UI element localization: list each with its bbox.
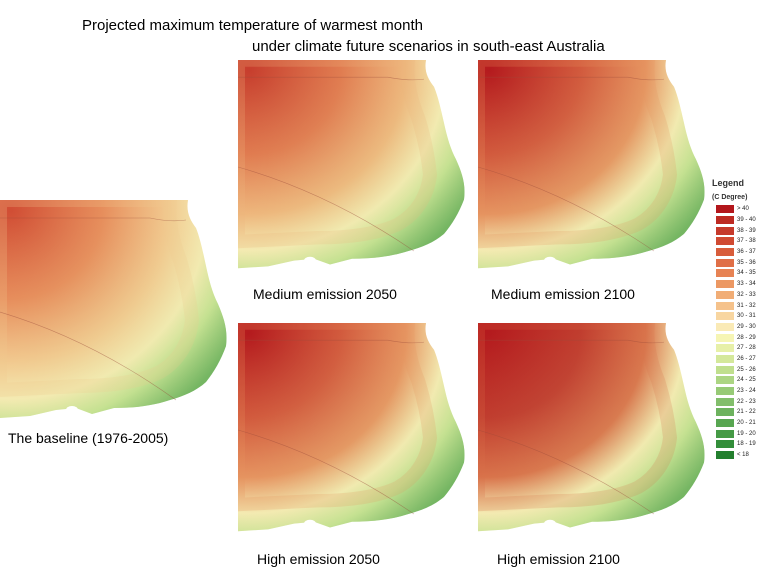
legend-label: 36 - 37 (737, 249, 756, 256)
map-baseline (0, 200, 232, 424)
legend-item: 37 - 38 (712, 236, 768, 247)
legend-label: 24 - 25 (737, 377, 756, 384)
legend-swatch (716, 322, 734, 331)
legend-item: 35 - 36 (712, 257, 768, 268)
legend-item: < 18 (712, 450, 768, 461)
legend-item: 32 - 33 (712, 290, 768, 301)
legend-label: 19 - 20 (737, 430, 756, 437)
legend-swatch (716, 205, 734, 214)
legend-item: 30 - 31 (712, 311, 768, 322)
legend-item: 19 - 20 (712, 428, 768, 439)
legend-label: 26 - 27 (737, 355, 756, 362)
legend-label: 32 - 33 (737, 291, 756, 298)
legend-item: 33 - 34 (712, 279, 768, 290)
legend-swatch (716, 429, 734, 438)
legend-item: 18 - 19 (712, 439, 768, 450)
map-high-emission-2050 (238, 323, 470, 537)
map-high-emission-2100 (478, 323, 710, 537)
legend-label: 29 - 30 (737, 323, 756, 330)
legend-swatch (716, 216, 734, 225)
legend-label: 38 - 39 (737, 227, 756, 234)
caption-baseline: The baseline (1976-2005) (8, 430, 169, 446)
legend-label: 22 - 23 (737, 398, 756, 405)
legend-item: > 40 (712, 204, 768, 215)
legend-title: Legend (712, 178, 745, 188)
legend-item: 29 - 30 (712, 322, 768, 333)
map-medium-emission-2100 (478, 60, 710, 274)
caption-high-emission-2050: High emission 2050 (257, 551, 380, 567)
map-canvas (238, 60, 465, 269)
legend-swatch (716, 269, 734, 278)
legend-swatch (716, 440, 734, 449)
legend-label: 31 - 32 (737, 302, 756, 309)
legend-swatch (716, 376, 734, 385)
legend-label: 39 - 40 (737, 217, 756, 224)
title-line-2: under climate future scenarios in south-… (252, 38, 605, 55)
legend-label: > 40 (737, 206, 749, 213)
caption-high-emission-2100: High emission 2100 (497, 551, 620, 567)
legend-label: 18 - 19 (737, 441, 756, 448)
legend-item: 23 - 24 (712, 386, 768, 397)
legend-label: 21 - 22 (737, 409, 756, 416)
legend-item: 31 - 32 (712, 300, 768, 311)
legend-swatch (716, 387, 734, 396)
legend-item: 20 - 21 (712, 418, 768, 429)
legend-item: 28 - 29 (712, 332, 768, 343)
legend-items: > 40 39 - 40 38 - 39 37 - 38 36 - 37 35 - 36 3… (712, 204, 768, 461)
legend-swatch (716, 419, 734, 428)
legend-item: 38 - 39 (712, 225, 768, 236)
legend-swatch (716, 344, 734, 353)
map-canvas (0, 200, 227, 418)
legend-item: 25 - 26 (712, 364, 768, 375)
legend-label: 28 - 29 (737, 334, 756, 341)
legend-swatch (716, 290, 734, 299)
legend-swatch (716, 301, 734, 310)
legend-item: 36 - 37 (712, 247, 768, 258)
legend-swatch (716, 237, 734, 246)
legend-label: 27 - 28 (737, 345, 756, 352)
legend-item: 24 - 25 (712, 375, 768, 386)
legend: Legend (C Degree) > 40 39 - 40 38 - 39 37 -… (712, 178, 768, 461)
legend-label: 20 - 21 (737, 420, 756, 427)
legend-item: 39 - 40 (712, 215, 768, 226)
legend-label: 34 - 35 (737, 270, 756, 277)
legend-label: 35 - 36 (737, 259, 756, 266)
legend-item: 26 - 27 (712, 354, 768, 365)
map-canvas (478, 323, 705, 532)
legend-swatch (716, 408, 734, 417)
legend-swatch (716, 333, 734, 342)
legend-item: 21 - 22 (712, 407, 768, 418)
caption-medium-emission-2050: Medium emission 2050 (253, 286, 397, 302)
legend-item: 22 - 23 (712, 396, 768, 407)
legend-swatch (716, 280, 734, 289)
title-line-1: Projected maximum temperature of warmest… (82, 17, 423, 34)
legend-swatch (716, 248, 734, 257)
legend-label: 30 - 31 (737, 313, 756, 320)
legend-swatch (716, 258, 734, 267)
legend-item: 27 - 28 (712, 343, 768, 354)
legend-label: 23 - 24 (737, 388, 756, 395)
legend-swatch (716, 354, 734, 363)
legend-label: 37 - 38 (737, 238, 756, 245)
map-canvas (238, 323, 465, 532)
caption-medium-emission-2100: Medium emission 2100 (491, 286, 635, 302)
legend-label: 25 - 26 (737, 366, 756, 373)
legend-swatch (716, 397, 734, 406)
legend-item: 34 - 35 (712, 268, 768, 279)
legend-label: < 18 (737, 452, 749, 459)
legend-label: 33 - 34 (737, 281, 756, 288)
map-medium-emission-2050 (238, 60, 470, 274)
map-canvas (478, 60, 705, 269)
legend-unit: (C Degree) (712, 194, 748, 201)
legend-swatch (716, 365, 734, 374)
legend-swatch (716, 451, 734, 460)
legend-swatch (716, 312, 734, 321)
legend-swatch (716, 226, 734, 235)
